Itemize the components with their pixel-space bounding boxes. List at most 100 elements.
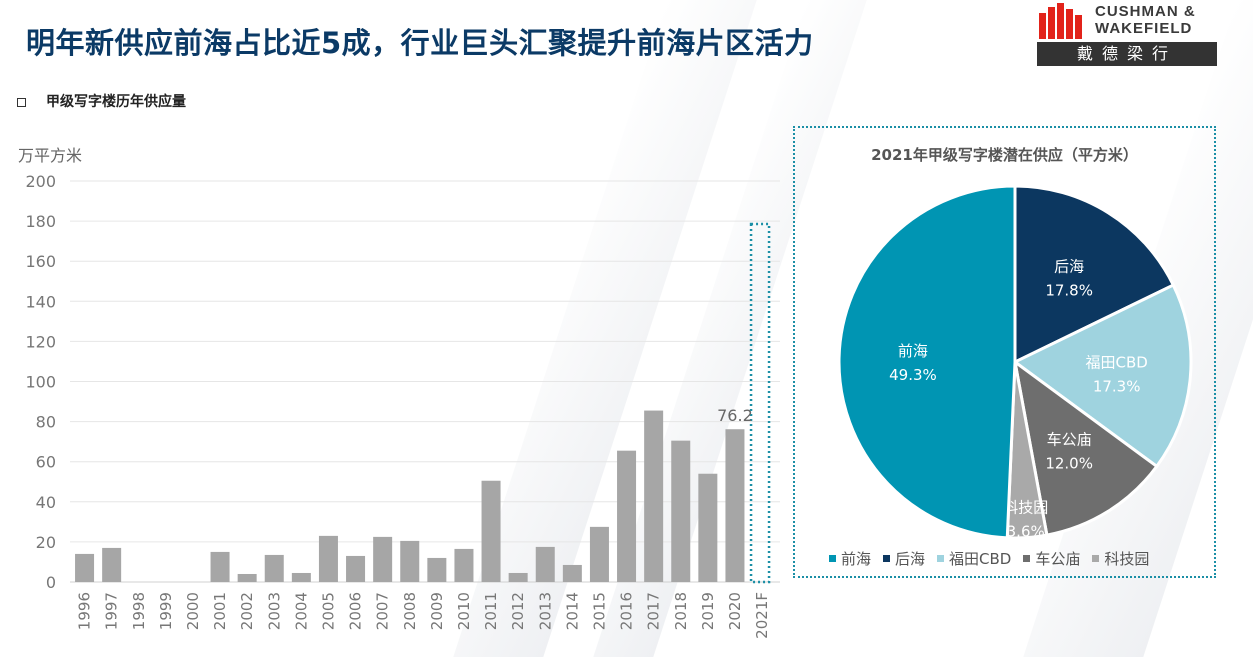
bar-2008 [400, 540, 420, 582]
pie-chart: 后海 17.8% 福田CBD 17.3% 车公庙 12.0% 科技园 3.6% 前海 49.3% [837, 184, 1193, 541]
square-bullet-icon [17, 98, 26, 107]
x-tick-label: 2000 [184, 592, 202, 630]
bar-2019 [698, 473, 718, 582]
x-tick-label: 2020 [726, 592, 744, 630]
x-tick-label: 2021F [753, 592, 771, 639]
bar-2007 [373, 536, 393, 582]
pie-slice-车公庙 [1012, 358, 1159, 537]
pie-slice-value-label: 49.3% [889, 366, 937, 384]
pie-chart-panel: 2021年甲级写字楼潜在供应（平方米） 后海 17.8% 福田CBD 17.3% 车公庙… [793, 126, 1216, 578]
y-tick-label: 160 [25, 252, 56, 271]
pie-slice-后海 [1013, 184, 1176, 365]
x-tick-label: 2018 [672, 592, 690, 630]
legend-label: 福田CBD [949, 550, 1012, 568]
x-tick-label: 2007 [374, 592, 392, 630]
x-tick-label: 2006 [347, 592, 365, 630]
bar-1996 [75, 553, 95, 582]
x-tick-label: 1999 [157, 592, 175, 630]
logo-chinese-name: 戴德梁行 [1037, 42, 1217, 66]
bar-2016 [617, 450, 637, 582]
pie-slice-前海 [837, 184, 1017, 540]
page-title: 明年新供应前海占比近5成，行业巨头汇聚提升前海片区活力 [26, 26, 814, 60]
y-tick-label: 0 [46, 573, 56, 592]
logo-wordmark: CUSHMAN & WAKEFIELD [1095, 3, 1196, 37]
pie-slice-value-label: 17.3% [1093, 377, 1141, 395]
x-tick-label: 2002 [238, 592, 256, 630]
y-axis-unit: 万平方米 [18, 146, 83, 165]
pie-slice-name-label: 前海 [898, 342, 928, 360]
legend-label: 车公庙 [1035, 550, 1081, 568]
x-tick-label: 2015 [590, 592, 608, 630]
pie-slice-value-label: 12.0% [1045, 455, 1093, 473]
pie-legend: 前海 后海 福田CBD 车公庙 科技园 [829, 548, 1149, 569]
pie-slice-name-label: 车公庙 [1047, 431, 1092, 449]
bar-2013 [535, 546, 555, 582]
x-tick-label: 2012 [509, 592, 527, 630]
legend-item: 科技园 [1092, 548, 1149, 569]
x-tick-label: 2001 [211, 592, 229, 630]
y-tick-label: 100 [25, 373, 56, 392]
pie-slice-value-label: 3.6% [1007, 523, 1045, 541]
company-logo: CUSHMAN & WAKEFIELD 戴德梁行 [1037, 3, 1217, 67]
bar-2014 [562, 564, 582, 582]
legend-item: 后海 [883, 548, 925, 569]
x-tick-label: 2009 [428, 592, 446, 630]
building-logo-icon [1039, 3, 1082, 39]
y-tick-label: 120 [25, 332, 56, 351]
forecast-highlight-box [749, 222, 771, 584]
bar-2001 [210, 551, 230, 582]
pie-slice-name-label: 科技园 [1003, 499, 1048, 517]
section-label: 甲级写字楼历年供应量 [46, 94, 186, 110]
legend-item: 前海 [829, 548, 871, 569]
x-tick-label: 2019 [699, 592, 717, 630]
x-tick-label: 1996 [76, 592, 94, 630]
bar-2017 [644, 410, 664, 582]
bar-1997 [102, 547, 122, 582]
bar-2012 [508, 572, 528, 582]
y-tick-label: 20 [36, 533, 56, 552]
x-tick-label: 2013 [536, 592, 554, 630]
legend-item: 车公庙 [1023, 548, 1080, 569]
pie-slice-name-label: 后海 [1054, 257, 1084, 275]
x-tick-label: 2004 [292, 592, 310, 630]
logo-line-2: WAKEFIELD [1095, 20, 1193, 37]
legend-swatch-icon [1092, 555, 1100, 562]
bar-2011 [481, 480, 501, 582]
x-tick-label: 2010 [455, 592, 473, 630]
y-tick-label: 60 [36, 453, 56, 472]
pie-slice-name-label: 福田CBD [1085, 353, 1147, 371]
y-tick-label: 140 [25, 292, 56, 311]
x-tick-label: 2017 [645, 592, 663, 630]
bar-2003 [264, 554, 284, 582]
bar-2010 [454, 548, 474, 582]
legend-label: 科技园 [1104, 550, 1150, 568]
bar-chart: 0 20 40 60 80 100 120 140 160 180 200 1996 1997 1998 1… [25, 172, 780, 639]
y-tick-label: 40 [36, 493, 56, 512]
bar-2015 [589, 526, 609, 582]
pie-chart-title: 2021年甲级写字楼潜在供应（平方米） [871, 146, 1138, 164]
pie-slice-福田CBD [1012, 283, 1193, 469]
bar-2020 [725, 429, 745, 582]
y-tick-label: 200 [25, 172, 56, 191]
x-tick-label: 2008 [401, 592, 419, 630]
legend-swatch-icon [883, 555, 891, 562]
x-tick-label: 2014 [563, 592, 581, 630]
legend-swatch-icon [1023, 555, 1031, 562]
x-tick-label: 2016 [618, 592, 636, 630]
bar-2009 [427, 557, 447, 582]
x-tick-label: 2011 [482, 592, 500, 630]
x-tick-label: 1997 [103, 592, 121, 630]
y-tick-label: 180 [25, 212, 56, 231]
x-tick-label: 1998 [130, 592, 148, 630]
pie-slice-value-label: 17.8% [1045, 281, 1093, 299]
logo-line-1: CUSHMAN & [1095, 3, 1196, 20]
bar-2006 [346, 555, 366, 582]
bar-2002 [237, 573, 257, 582]
x-tick-label: 2003 [265, 592, 283, 630]
legend-item: 福田CBD [937, 548, 1011, 569]
x-tick-label: 2005 [319, 592, 337, 630]
legend-swatch-icon [829, 555, 836, 562]
y-tick-label: 80 [36, 413, 56, 432]
legend-swatch-icon [937, 555, 945, 562]
legend-label: 前海 [841, 550, 872, 568]
